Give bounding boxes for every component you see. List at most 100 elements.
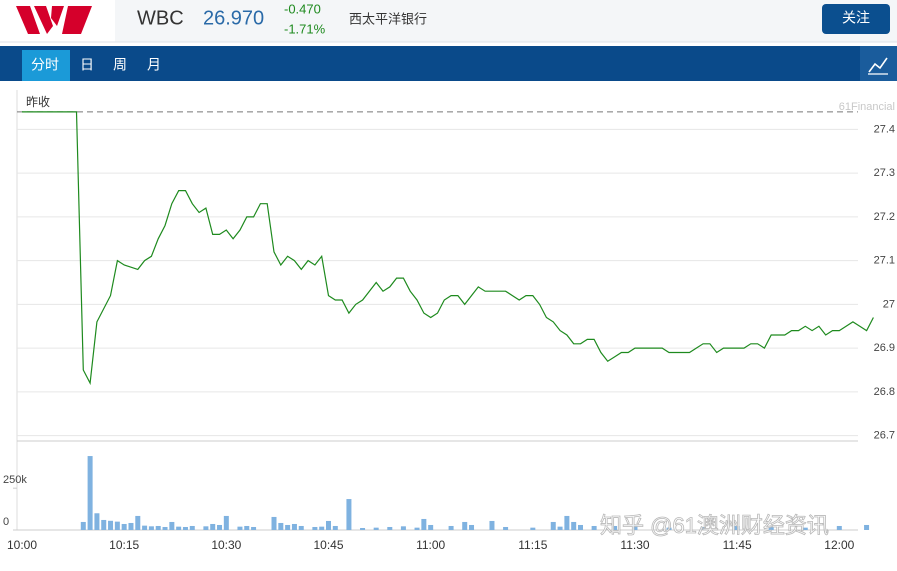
chart-icon-bg[interactable] — [860, 46, 897, 81]
volume-bar — [332, 525, 338, 530]
volume-bar — [203, 526, 209, 530]
volume-bar — [612, 525, 618, 530]
volume-bar — [864, 524, 870, 530]
volume-bar — [591, 525, 597, 530]
volume-bar — [768, 526, 774, 530]
volume-bar — [414, 527, 420, 530]
y-tick-label: 27.2 — [874, 211, 895, 223]
volume-bar — [325, 520, 331, 530]
x-tick-label: 10:45 — [313, 538, 343, 552]
price-change-pct: -1.71% — [284, 21, 326, 36]
x-tick-label: 11:45 — [723, 538, 752, 552]
volume-bar — [87, 456, 93, 530]
follow-button[interactable]: 关注 — [822, 4, 890, 34]
volume-bar — [80, 521, 86, 530]
reference-label: 昨收 — [26, 95, 50, 109]
volume-bar — [400, 526, 406, 530]
x-tick-label: 11:15 — [518, 538, 547, 552]
volume-bar — [101, 519, 107, 530]
volume-bar — [251, 526, 257, 530]
price-line — [22, 111, 874, 386]
volume-bar — [557, 526, 563, 530]
volume-bar — [836, 525, 842, 530]
volume-bar — [162, 526, 168, 530]
volume-bar — [169, 521, 175, 530]
volume-bar — [291, 523, 297, 530]
volume-bar — [142, 525, 148, 530]
tab[interactable]: 月 — [147, 57, 161, 73]
volume-bar — [666, 527, 672, 530]
volume-bar — [462, 521, 468, 530]
volume-bar — [346, 499, 352, 530]
volume-bar — [469, 524, 475, 530]
company-name: 西太平洋银行 — [349, 11, 427, 26]
volume-bar — [571, 521, 577, 530]
logo — [16, 6, 92, 34]
volume-bar — [114, 521, 120, 530]
y-tick-label: 26.9 — [874, 342, 895, 354]
volume-bar — [176, 526, 182, 530]
volume-bar — [360, 527, 366, 530]
volume-bar — [244, 525, 250, 530]
y-tick-label: 27.3 — [874, 167, 895, 179]
volume-bar — [223, 515, 229, 530]
follow-button-bg[interactable] — [822, 4, 890, 34]
x-tick-label: 10:00 — [7, 538, 37, 552]
y-tick-label: 27.4 — [874, 123, 895, 135]
chart-icon[interactable] — [868, 57, 888, 73]
x-tick-label: 12:00 — [824, 538, 854, 552]
volume-bar — [135, 515, 141, 530]
volume-bar — [237, 526, 243, 530]
x-tick-label: 10:30 — [211, 538, 241, 552]
volume-bar — [578, 524, 584, 530]
volume-bar — [155, 525, 161, 530]
volume-bar — [108, 520, 114, 530]
tab[interactable]: 周 — [113, 57, 127, 73]
volume-bar — [448, 525, 454, 530]
tab[interactable]: 日 — [80, 57, 94, 73]
volume-bar — [298, 525, 304, 530]
x-tick-label: 11:00 — [416, 538, 445, 552]
header-info-bg — [115, 0, 897, 42]
volume-bar — [217, 524, 223, 530]
volume-bar — [550, 521, 556, 530]
volume-tick-label: 0 — [3, 516, 9, 528]
volume-bar — [278, 522, 284, 530]
volume-bar — [564, 515, 570, 530]
volume-bar — [121, 523, 127, 530]
tab[interactable]: 分时 — [31, 57, 59, 73]
volume-bar — [373, 527, 379, 530]
price-change: -0.470 — [284, 1, 321, 16]
volume-bar — [319, 526, 325, 530]
ticker: WBC — [137, 7, 184, 29]
y-tick-label: 26.7 — [874, 430, 895, 442]
chart-icon-button[interactable] — [860, 46, 897, 81]
y-tick-label: 26.8 — [874, 386, 895, 398]
volume-bar — [530, 527, 536, 530]
chart-layer: 26.7 26.8 26.9 27 27.1 27.2 27.3 27.4 10:00 10:15… — [3, 95, 895, 552]
x-tick-label: 10:15 — [109, 538, 139, 552]
volume-bar — [128, 522, 134, 530]
volume-bar — [387, 526, 393, 530]
price: 26.970 — [203, 7, 264, 29]
x-tick-label: 11:30 — [620, 538, 649, 552]
volume-bar — [503, 526, 509, 530]
volume-tick-label: 250k — [3, 474, 27, 486]
volume-bar — [632, 524, 638, 530]
volume-bar — [489, 520, 495, 530]
volume-bar — [312, 526, 318, 530]
volume-bar — [148, 526, 154, 530]
volume-bar — [428, 524, 434, 530]
y-tick-label: 27.1 — [874, 255, 895, 267]
watermark: 知乎 @61澳洲财经资讯 — [600, 513, 829, 538]
volume-bar — [210, 523, 216, 530]
volume-bar — [734, 525, 740, 530]
y-tick-label: 27 — [883, 298, 895, 310]
volume-bar — [182, 526, 188, 530]
source-label: 61Financial — [839, 101, 895, 113]
follow-button-label[interactable]: 关注 — [842, 10, 870, 26]
volume-bar — [700, 526, 706, 530]
active-tab-bg — [22, 50, 70, 81]
volume-bar — [271, 516, 277, 530]
